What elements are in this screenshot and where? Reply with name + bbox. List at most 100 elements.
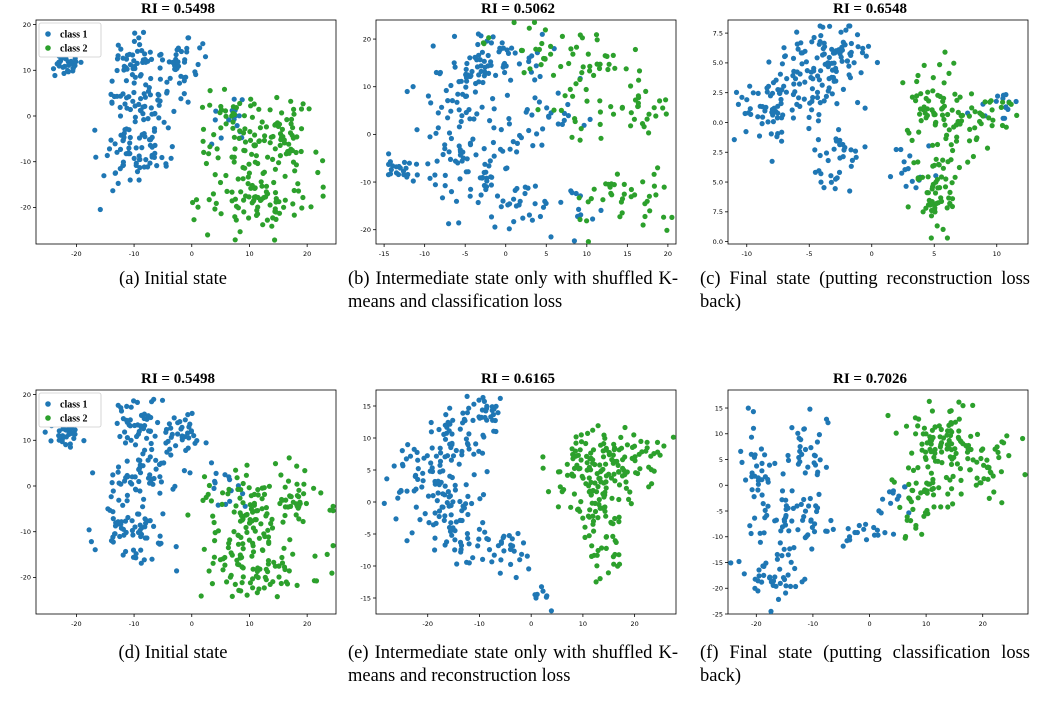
data-point <box>291 212 297 218</box>
data-point <box>459 113 465 119</box>
data-point <box>635 470 641 477</box>
data-point <box>414 127 420 133</box>
data-point <box>597 98 603 104</box>
data-point <box>616 496 622 503</box>
data-point <box>595 515 601 521</box>
data-point <box>761 530 767 536</box>
data-point <box>459 452 465 458</box>
data-point <box>112 523 119 529</box>
data-point <box>783 503 789 509</box>
legend-box <box>38 392 102 428</box>
data-point <box>765 503 771 509</box>
y-tick-label: -10 <box>20 528 31 536</box>
data-point <box>499 40 505 46</box>
data-point <box>207 88 213 94</box>
data-point <box>144 518 150 524</box>
data-point <box>452 528 458 534</box>
data-point <box>951 60 957 66</box>
data-point <box>514 149 520 155</box>
data-point <box>756 573 762 579</box>
data-point <box>169 144 175 150</box>
caption-label: (d) <box>118 643 141 663</box>
data-point <box>259 496 265 502</box>
data-point <box>229 189 235 195</box>
data-point <box>393 170 400 176</box>
chart-title: RI = 0.5498 <box>141 371 215 387</box>
data-point <box>133 551 139 557</box>
data-point <box>898 146 904 153</box>
data-point <box>136 428 142 434</box>
data-point <box>863 521 869 527</box>
data-point <box>181 468 187 474</box>
data-point <box>577 508 583 514</box>
data-point <box>603 534 609 540</box>
data-point <box>436 482 442 488</box>
data-point <box>118 46 124 52</box>
data-point <box>510 139 516 145</box>
data-point <box>432 172 438 178</box>
points <box>381 393 676 614</box>
data-point <box>969 105 975 111</box>
data-point <box>626 496 632 502</box>
data-point <box>445 115 451 121</box>
data-point <box>823 150 830 156</box>
data-point <box>629 444 636 450</box>
data-point <box>941 80 947 86</box>
data-point <box>520 540 527 546</box>
data-point <box>442 142 448 148</box>
x-tick-label: -15 <box>379 250 390 258</box>
data-point <box>968 91 975 97</box>
data-point <box>766 59 772 65</box>
data-point <box>576 195 582 201</box>
data-point <box>664 227 670 233</box>
data-point <box>471 401 477 407</box>
y-tick-label: 20 <box>363 35 371 43</box>
data-point <box>490 34 496 40</box>
caption: (a) Initial state <box>8 268 338 291</box>
data-point <box>244 529 250 535</box>
data-point <box>736 558 742 565</box>
data-point <box>904 127 910 133</box>
data-point <box>441 431 447 437</box>
data-point <box>776 90 783 96</box>
data-point <box>933 156 939 162</box>
x-tick-label: 10 <box>245 250 253 258</box>
data-point <box>956 399 962 405</box>
data-point <box>137 488 143 494</box>
data-point <box>173 443 179 449</box>
data-point <box>991 489 997 495</box>
legend-marker <box>45 401 51 407</box>
data-point <box>139 48 145 54</box>
data-point <box>222 554 228 561</box>
data-point <box>932 424 938 430</box>
data-point <box>110 488 116 494</box>
data-point <box>173 544 179 550</box>
data-point <box>598 479 604 485</box>
data-point <box>136 466 142 473</box>
data-point <box>745 110 752 116</box>
data-point <box>800 517 806 523</box>
data-point <box>825 420 831 426</box>
data-point <box>848 52 854 59</box>
data-point <box>283 579 289 585</box>
data-point <box>410 84 416 90</box>
data-point <box>515 530 521 537</box>
data-point <box>616 561 623 567</box>
data-point <box>590 447 597 453</box>
data-point <box>603 461 609 467</box>
data-point <box>420 470 426 476</box>
data-point <box>123 56 130 62</box>
data-point <box>220 567 226 573</box>
data-point <box>970 457 976 463</box>
data-point <box>240 546 246 552</box>
data-point <box>1004 433 1010 439</box>
data-point <box>577 216 583 223</box>
data-point <box>587 68 593 74</box>
data-point <box>859 50 866 56</box>
data-point <box>481 146 487 152</box>
y-tick-label: 10 <box>23 67 31 75</box>
data-point <box>878 510 884 516</box>
data-point <box>934 176 940 183</box>
data-point <box>279 560 286 566</box>
data-point <box>584 453 590 459</box>
